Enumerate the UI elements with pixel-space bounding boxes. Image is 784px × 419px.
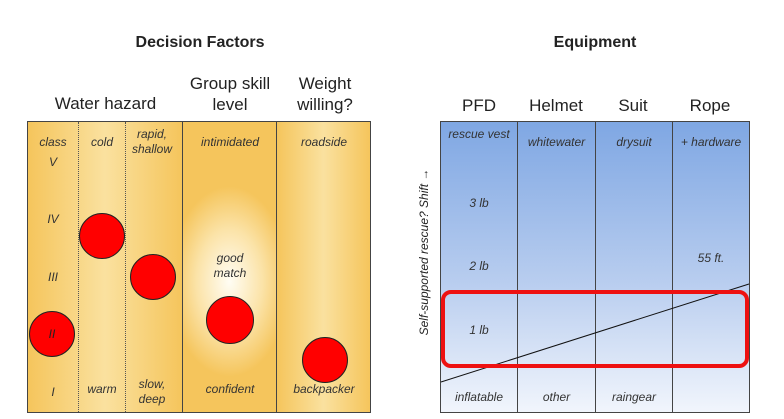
drysuit-label: drysuit: [616, 135, 652, 149]
confident-label: confident: [205, 382, 255, 396]
roadside-label: roadside: [300, 135, 348, 149]
pfd-1lb-label: 1 lb: [469, 323, 489, 337]
rapid-marker: [130, 254, 176, 300]
highlight-box: [441, 290, 749, 368]
pfd-3lb-label: 3 lb: [469, 196, 489, 210]
whitewater-label: whitewater: [527, 135, 586, 149]
water-hazard-header: Water hazard: [54, 94, 157, 113]
helmet-header: Helmet: [529, 96, 583, 115]
equipment-title: Equipment: [553, 34, 637, 51]
decision-factors-title: Decision Factors: [135, 34, 265, 51]
group-skill-header: Group skill level: [189, 74, 271, 114]
raingear-label: raingear: [611, 390, 657, 404]
other-label: other: [542, 390, 571, 404]
pfd-header: PFD: [462, 96, 496, 115]
rope-length-label: 55 ft.: [697, 251, 725, 265]
class-label: class: [39, 135, 67, 149]
warm-label: warm: [87, 382, 117, 396]
cold-marker: [79, 213, 125, 259]
group-marker: [206, 296, 254, 344]
class-ii-marker: II: [29, 311, 75, 357]
class-iv: IV: [47, 212, 59, 226]
hardware-label: + hardware: [680, 135, 742, 149]
backpacker-label: backpacker: [293, 382, 355, 396]
class-iii: III: [47, 270, 58, 284]
suit-header: Suit: [618, 96, 648, 115]
weight-column: [276, 121, 371, 413]
rope-header: Rope: [689, 96, 731, 115]
water-divider-2: [125, 122, 126, 412]
intimidated-label: intimidated: [200, 135, 260, 149]
class-i: I: [51, 385, 55, 399]
pfd-2lb-label: 2 lb: [469, 259, 489, 273]
weight-willing-header: Weight willing?: [297, 74, 353, 114]
rapid-shallow-label: rapid, shallow: [131, 127, 173, 156]
rescue-vest-label: rescue vest: [448, 127, 510, 141]
cold-label: cold: [90, 135, 113, 149]
slow-deep-label: slow, deep: [138, 377, 166, 406]
good-match-label: good match: [213, 251, 247, 280]
inflatable-label: inflatable: [454, 390, 504, 404]
self-rescue-label: Self-supported rescue? Shift →: [417, 168, 431, 336]
weight-marker: [302, 337, 348, 383]
class-ii: II: [48, 326, 56, 341]
water-divider-1: [78, 122, 79, 412]
group-skill-column: [182, 121, 277, 413]
class-v: V: [48, 155, 57, 169]
